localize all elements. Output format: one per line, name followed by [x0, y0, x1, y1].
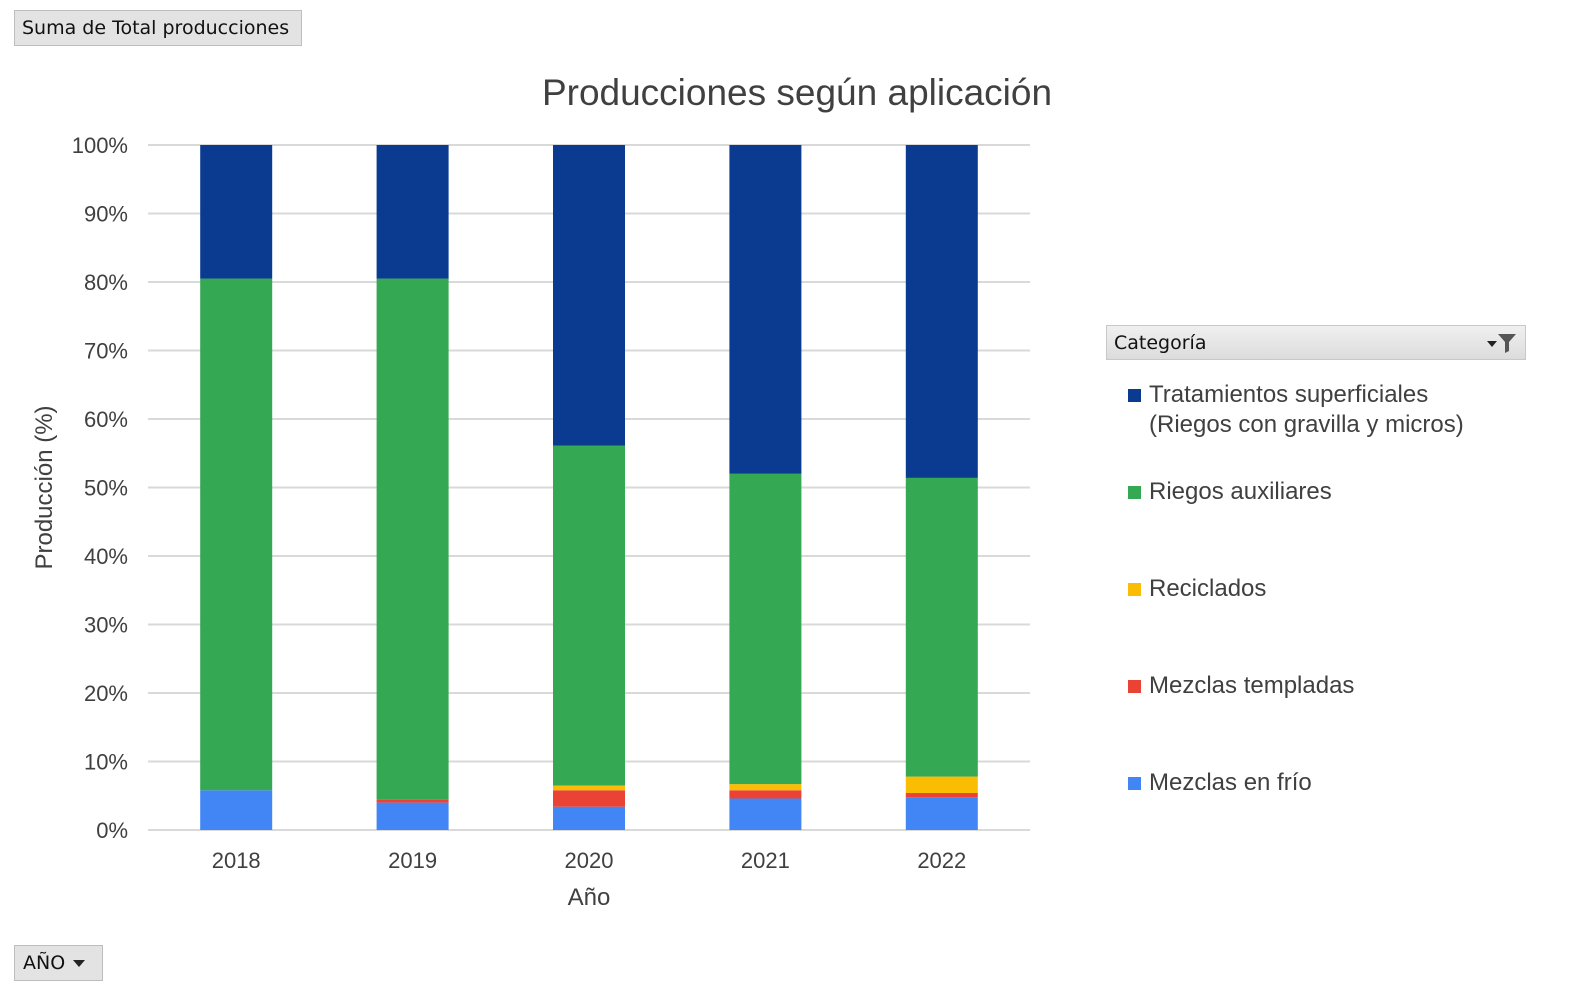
legend-label: Tratamientos superficiales (Riegos con gr…	[1149, 381, 1464, 438]
bar-segment-2018	[200, 790, 273, 830]
y-tick-label: 60%	[84, 407, 128, 432]
legend-swatch	[1128, 583, 1141, 596]
legend-item: Reciclados	[1128, 574, 1266, 604]
bar-segment-2019	[376, 802, 449, 830]
bar-segment-2019	[376, 799, 449, 803]
value-field-label: Suma de Total producciones	[22, 17, 290, 39]
x-axis-title: Año	[568, 884, 611, 911]
x-tick-label: 2019	[388, 848, 437, 873]
bar-segment-2020	[553, 445, 625, 786]
bar-segment-2022	[905, 793, 978, 798]
bar-segment-2019	[376, 278, 449, 800]
filter-dropdown-icon[interactable]	[1485, 332, 1519, 354]
legend-field-label: Categoría	[1114, 331, 1207, 354]
legend-swatch	[1128, 777, 1141, 790]
y-tick-label: 70%	[84, 339, 128, 364]
y-tick-label: 20%	[84, 681, 128, 706]
bar-segment-2021	[729, 473, 802, 785]
x-tick-label: 2021	[741, 848, 790, 873]
legend-item: Mezclas en frío	[1128, 768, 1312, 798]
bar-segment-2021	[729, 790, 802, 799]
x-tick-label: 2022	[917, 848, 966, 873]
y-tick-label: 0%	[96, 818, 128, 843]
legend-item: Riegos auxiliares	[1128, 477, 1332, 507]
stacked-bar-chart: Producciones según aplicación 0% 10% 20% 30%…	[31, 72, 1052, 911]
legend-field-button[interactable]: Categoría	[1106, 325, 1526, 360]
bar-segment-2022	[905, 145, 978, 478]
axis-field-label: AÑO	[23, 952, 66, 974]
bar-segment-2020	[553, 806, 625, 830]
y-tick-label: 50%	[84, 476, 128, 501]
legend-swatch	[1128, 680, 1141, 693]
y-tick-label: 30%	[84, 613, 128, 638]
x-tick-label: 2018	[212, 848, 261, 873]
chevron-down-icon	[73, 959, 86, 967]
bar-segment-2022	[905, 477, 978, 777]
bar-segment-2022	[905, 776, 978, 794]
bar-segment-2020	[553, 145, 625, 446]
bar-segment-2021	[729, 784, 802, 791]
bar-segment-2020	[553, 790, 625, 807]
y-tick-label: 80%	[84, 270, 128, 295]
y-tick-label: 40%	[84, 544, 128, 569]
legend-item: Tratamientos superficiales (Riegos con gr…	[1128, 380, 1464, 440]
legend-swatch	[1128, 389, 1141, 402]
legend-label: Reciclados	[1149, 575, 1267, 602]
axis-field-button[interactable]: AÑO	[14, 945, 103, 981]
y-axis-title: Producción (%)	[31, 405, 58, 569]
bar-segment-2022	[905, 797, 978, 830]
y-tick-label: 90%	[84, 202, 128, 227]
legend-item: Mezclas templadas	[1128, 671, 1354, 701]
bar-segment-2018	[200, 145, 273, 279]
y-tick-label: 10%	[84, 750, 128, 775]
x-tick-label: 2020	[565, 848, 614, 873]
chart-title: Producciones según aplicación	[542, 72, 1052, 113]
bar-segment-2020	[553, 785, 625, 791]
bar-segment-2018	[200, 278, 273, 791]
legend-swatch	[1128, 486, 1141, 499]
value-field-button[interactable]: Suma de Total producciones	[14, 10, 302, 46]
legend-label: Riegos auxiliares	[1149, 478, 1332, 505]
legend-label: Mezclas en frío	[1149, 769, 1312, 796]
bar-segment-2019	[376, 145, 449, 279]
legend-label: Mezclas templadas	[1149, 672, 1355, 699]
bar-segment-2021	[729, 798, 802, 830]
y-tick-label: 100%	[72, 133, 128, 158]
bar-segment-2021	[729, 145, 802, 474]
